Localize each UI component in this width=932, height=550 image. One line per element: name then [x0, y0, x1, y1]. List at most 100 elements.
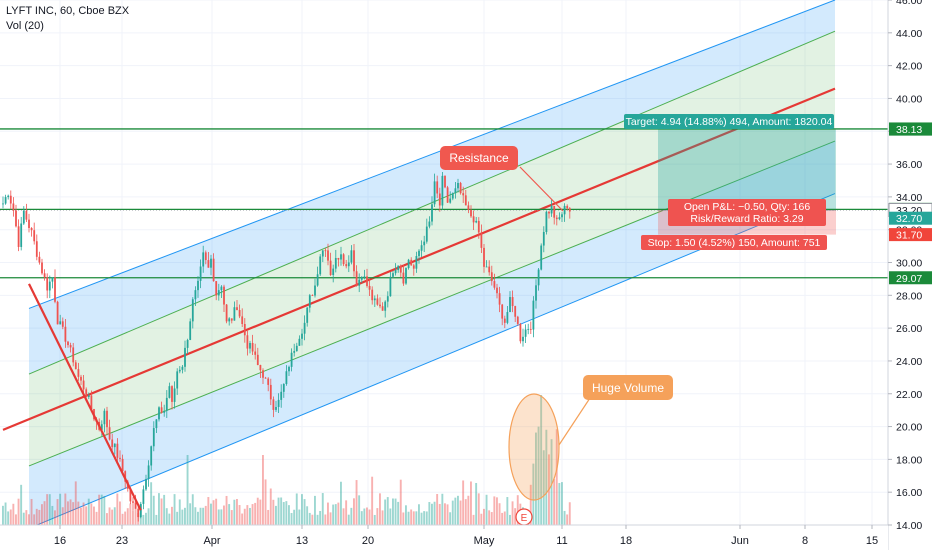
candle-body [319, 256, 322, 275]
candle-body [189, 321, 192, 340]
volume-bar [264, 479, 267, 525]
volume-bar [464, 499, 467, 525]
volume-bar [405, 505, 407, 525]
volume-bar [542, 450, 545, 525]
volume-bar [496, 497, 498, 525]
channel-middle-band [29, 31, 835, 466]
volume-bar [215, 498, 218, 525]
candle-body [522, 336, 524, 342]
price-tick-label: 36.00 [896, 159, 922, 171]
candle-body [163, 410, 166, 413]
price-tick-label: 40.00 [896, 93, 922, 105]
candle-body [132, 501, 134, 503]
candle-body [80, 376, 82, 381]
volume-bar [173, 494, 176, 525]
candle-body [35, 241, 38, 257]
volume-bar [394, 498, 397, 525]
price-tick-label: 20.00 [896, 422, 922, 434]
huge-volume-label: Huge Volume [592, 381, 664, 395]
time-axis[interactable]: 16 23 Apr 13 20 May 11 18 Jun 8 15 [0, 524, 888, 550]
candle-body [90, 395, 93, 410]
candle-body [347, 262, 350, 267]
volume-bar [194, 507, 197, 525]
position-profit-zone [658, 129, 836, 210]
volume-bar [191, 494, 194, 525]
volume-bar [311, 514, 314, 525]
price-axis[interactable]: 14.00 16.00 18.00 20.00 22.00 24.00 26.00 28.00… [887, 0, 932, 550]
stop-label-box [641, 235, 827, 250]
volume-bar [241, 513, 244, 525]
candle-body [444, 175, 446, 188]
volume-bar [87, 498, 90, 525]
volume-bar [470, 481, 472, 525]
volume-bar [85, 506, 88, 525]
volume-bar [168, 513, 171, 525]
volume-bar [555, 429, 558, 525]
candle-body [116, 443, 119, 458]
candle-body [236, 307, 238, 311]
volume-bar [259, 499, 262, 525]
resistance-callout [440, 146, 518, 170]
volume-bar [95, 511, 98, 525]
candle-body [566, 205, 569, 209]
drawings[interactable]: Resistance Huge Volume E [28, 146, 673, 526]
volume-bar [308, 512, 311, 525]
volume-indicator-title[interactable]: Vol (20) [6, 20, 44, 32]
volume-bar [498, 503, 501, 525]
volume-bar [197, 511, 199, 525]
volume-bar [282, 502, 285, 525]
candle-body [441, 175, 444, 206]
volume-bar [428, 502, 431, 525]
risk-reward-label: Risk/Reward Ratio: 3.29 [690, 213, 803, 225]
volume-bar [254, 502, 257, 525]
volume-bar [490, 512, 493, 525]
candle-body [301, 333, 303, 339]
volume-bar [238, 505, 241, 525]
candle-body [483, 247, 485, 267]
candle-body [100, 424, 103, 430]
volume-bar [472, 514, 475, 525]
volume-bar [454, 497, 457, 525]
volume-bar [550, 439, 553, 525]
candle-body [371, 289, 374, 301]
candle-body [269, 384, 272, 400]
candle-body [431, 204, 433, 222]
volume-bar [399, 479, 402, 525]
volume-bar [165, 508, 168, 525]
volume-bar [321, 493, 324, 525]
volume-bar [563, 510, 566, 525]
volume-pointer [558, 397, 591, 446]
candle-body [410, 259, 413, 266]
volume-bar [561, 482, 563, 525]
candle-body [548, 211, 550, 214]
candle-body [405, 268, 407, 284]
volume-bar [462, 480, 465, 525]
symbol-title[interactable]: LYFT INC, 60, Cboe BZX [6, 5, 130, 17]
candle-body [246, 335, 249, 349]
volume-bar [2, 505, 4, 525]
channel-lower-band [29, 141, 835, 529]
volume-bar [41, 504, 43, 525]
time-tick-label: 8 [802, 535, 808, 547]
volume-bar [376, 508, 379, 525]
volume-bar [345, 500, 348, 525]
candle-body [415, 256, 418, 269]
channel-upper-band [29, 0, 835, 375]
price-tick-label: 44.00 [896, 28, 922, 40]
volume-bar [306, 506, 309, 525]
volume-bar [501, 512, 504, 525]
candle-body [4, 197, 7, 204]
regression-channel[interactable] [2, 0, 836, 529]
volume-bar [184, 507, 186, 525]
candle-body [519, 323, 522, 342]
long-position-tool[interactable] [0, 129, 888, 235]
candle-body [230, 318, 233, 321]
candle-body [412, 265, 415, 269]
candle-body [425, 226, 428, 242]
volume-bar [480, 513, 483, 525]
volume-bar [186, 455, 189, 525]
volume-bar [433, 501, 436, 525]
volume-bar [178, 499, 181, 525]
candle-body [215, 281, 218, 296]
